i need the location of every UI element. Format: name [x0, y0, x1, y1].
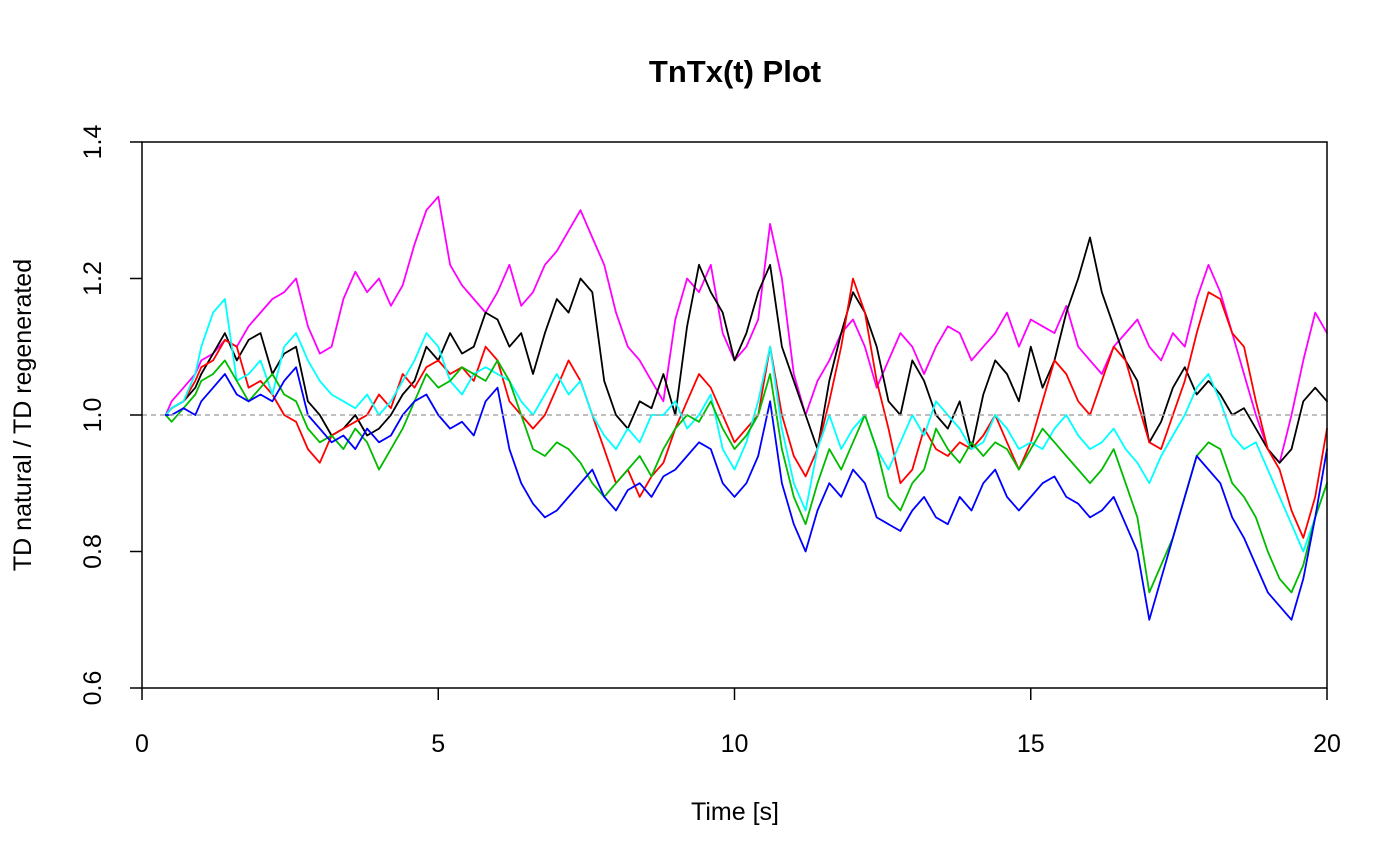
- y-axis-label: TD natural / TD regenerated: [9, 259, 37, 571]
- x-tick-label: 0: [135, 730, 149, 758]
- x-axis-label: Time [s]: [691, 798, 779, 826]
- x-tick-label: 20: [1313, 730, 1341, 758]
- series-line-6: [164, 366, 1328, 621]
- x-tick-label: 10: [721, 730, 749, 758]
- y-tick-label: 1.4: [79, 125, 107, 160]
- y-axis: 0.6 0.8 1.0 1.2 1.4: [79, 125, 142, 706]
- chart-title: TnTx(t) Plot: [649, 54, 821, 89]
- x-tick-label: 15: [1017, 730, 1045, 758]
- series-line-5: [164, 359, 1328, 594]
- y-tick-label: 1.0: [79, 398, 107, 433]
- series-line-2: [164, 236, 1328, 464]
- series-line-3: [164, 277, 1328, 539]
- x-tick-label: 5: [431, 730, 445, 758]
- y-tick-label: 0.6: [79, 671, 107, 706]
- series-layer: [164, 195, 1328, 621]
- y-tick-label: 0.8: [79, 534, 107, 569]
- x-axis: 0 5 10 15 20: [135, 688, 1341, 758]
- y-tick-label: 1.2: [79, 261, 107, 296]
- series-line-1: [164, 195, 1328, 464]
- series-line-4: [164, 298, 1328, 553]
